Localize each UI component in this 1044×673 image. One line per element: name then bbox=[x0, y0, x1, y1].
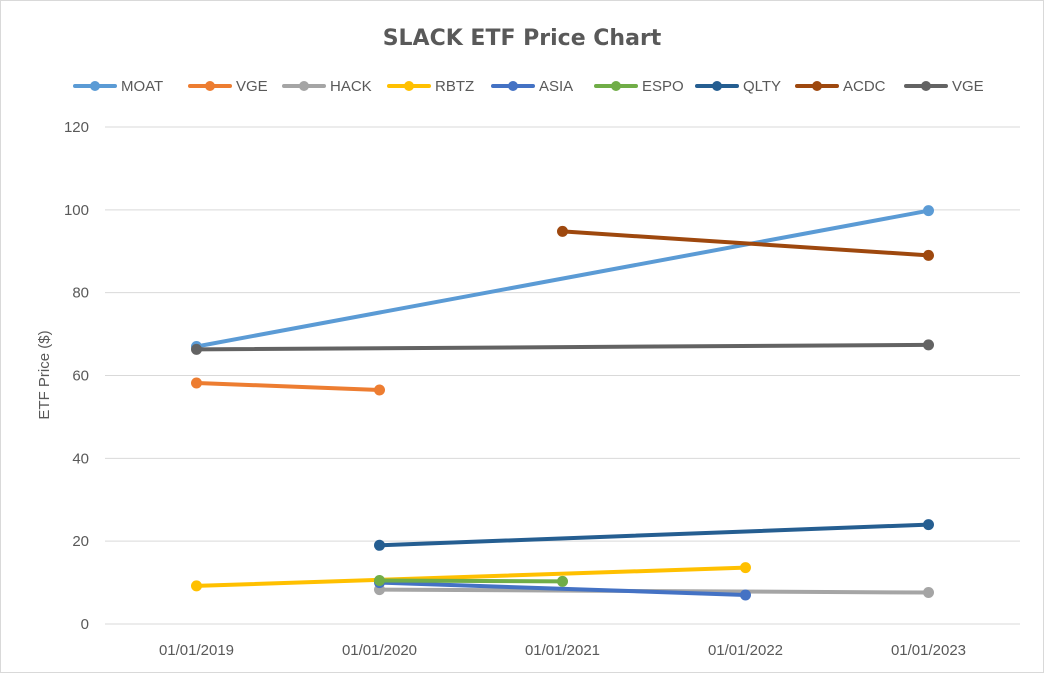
data-point bbox=[191, 377, 202, 389]
legend-label: RBTZ bbox=[435, 78, 474, 95]
legend-label: ACDC bbox=[843, 78, 886, 95]
x-tick-label: 01/01/2022 bbox=[708, 642, 783, 659]
data-point bbox=[374, 575, 385, 587]
y-tick-label: 0 bbox=[81, 616, 89, 633]
series-line bbox=[560, 229, 931, 258]
series-line bbox=[194, 208, 931, 349]
data-point bbox=[374, 539, 385, 551]
series-line bbox=[377, 578, 565, 584]
chart-title: SLACK ETF Price Chart bbox=[383, 26, 662, 51]
legend-item: QLTY bbox=[695, 78, 781, 95]
legend-item: VGE bbox=[904, 78, 984, 95]
series-line bbox=[377, 580, 748, 598]
series-qlty-6 bbox=[374, 519, 934, 551]
series-vge-8 bbox=[191, 339, 934, 355]
legend-item: ESPO bbox=[594, 78, 684, 95]
legend-item: ACDC bbox=[795, 78, 886, 95]
data-point bbox=[923, 587, 934, 599]
legend-item: VGE bbox=[188, 78, 268, 95]
y-axis-ticks: 0 20 40 60 80 100 120 bbox=[64, 119, 89, 633]
series-rbtz-3 bbox=[191, 562, 751, 592]
data-point bbox=[191, 580, 202, 592]
legend-item: ASIA bbox=[491, 78, 573, 95]
y-axis-label: ETF Price ($) bbox=[36, 330, 53, 419]
legend-label: ASIA bbox=[539, 78, 573, 95]
x-axis-ticks: 01/01/2019 01/01/2020 01/01/2021 01/01/2022… bbox=[159, 642, 966, 659]
legend-label: QLTY bbox=[743, 78, 781, 95]
legend-label: VGE bbox=[236, 78, 268, 95]
y-tick-label: 60 bbox=[72, 368, 89, 385]
data-point bbox=[374, 384, 385, 396]
data-point bbox=[557, 575, 568, 587]
legend-label: HACK bbox=[330, 78, 372, 95]
legend-swatch-marker bbox=[508, 81, 518, 91]
series-line bbox=[194, 565, 748, 588]
data-point bbox=[923, 205, 934, 217]
legend-swatch-marker bbox=[404, 81, 414, 91]
legend-label: MOAT bbox=[121, 78, 163, 95]
y-tick-label: 100 bbox=[64, 202, 89, 219]
legend-label: VGE bbox=[952, 78, 984, 95]
x-tick-label: 01/01/2023 bbox=[891, 642, 966, 659]
data-point bbox=[557, 225, 568, 237]
y-tick-label: 120 bbox=[64, 119, 89, 136]
legend-swatch-marker bbox=[205, 81, 215, 91]
series-line bbox=[377, 522, 931, 548]
legend-swatch-marker bbox=[921, 81, 931, 91]
legend-swatch-marker bbox=[812, 81, 822, 91]
data-point bbox=[740, 562, 751, 574]
gridlines bbox=[105, 126, 1020, 625]
x-tick-label: 01/01/2021 bbox=[525, 642, 600, 659]
y-tick-label: 20 bbox=[72, 533, 89, 550]
series-line bbox=[194, 380, 382, 392]
legend-item: HACK bbox=[282, 78, 372, 95]
legend-item: RBTZ bbox=[387, 78, 474, 95]
series-line bbox=[194, 342, 931, 352]
x-tick-label: 01/01/2020 bbox=[342, 642, 417, 659]
data-point bbox=[923, 339, 934, 351]
data-point bbox=[923, 519, 934, 531]
series-vge-1 bbox=[191, 377, 385, 396]
legend-item: MOAT bbox=[73, 78, 163, 95]
data-point bbox=[191, 343, 202, 355]
legend-label: ESPO bbox=[642, 78, 684, 95]
data-point bbox=[740, 589, 751, 601]
legend-swatch-marker bbox=[611, 81, 621, 91]
data-point bbox=[923, 249, 934, 261]
legend-swatch-marker bbox=[299, 81, 309, 91]
legend-swatch-marker bbox=[90, 81, 100, 91]
y-tick-label: 40 bbox=[72, 450, 89, 467]
series-group bbox=[191, 205, 934, 601]
series-acdc-7 bbox=[557, 225, 934, 261]
y-tick-label: 80 bbox=[72, 285, 89, 302]
series-espo-5 bbox=[374, 575, 568, 587]
legend: MOAT VGE HACK RBTZ ASIA ESPO QLTY ACDC VGE bbox=[73, 78, 984, 95]
x-tick-label: 01/01/2019 bbox=[159, 642, 234, 659]
legend-swatch-marker bbox=[712, 81, 722, 91]
